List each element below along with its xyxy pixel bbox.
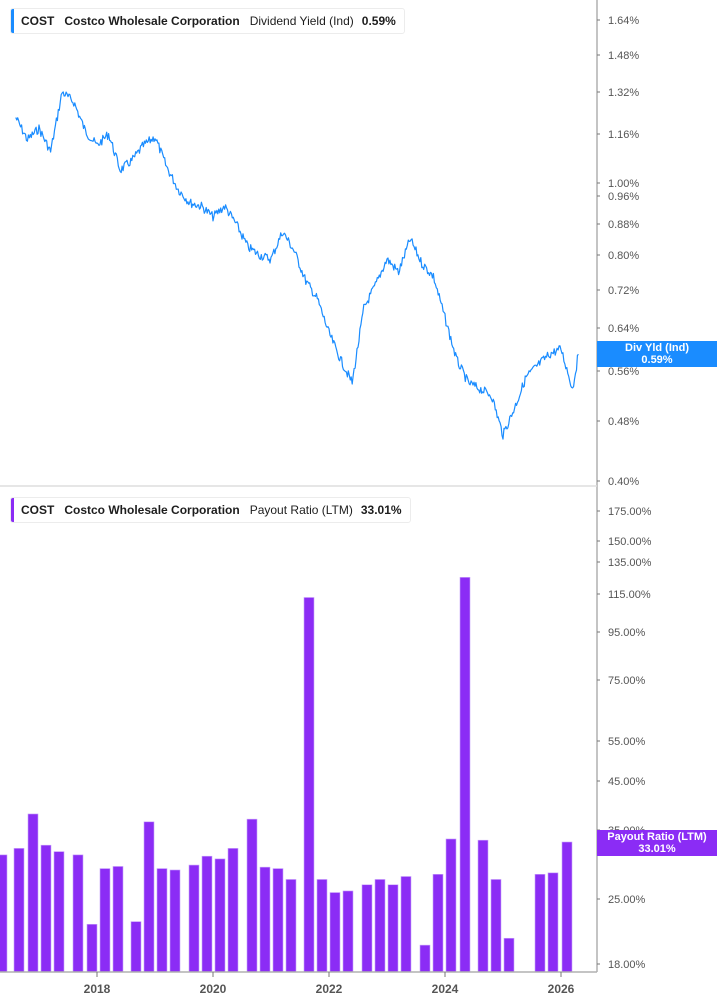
payout-bar[interactable] <box>477 839 489 973</box>
x-tick-label: 2022 <box>316 982 343 996</box>
legend-metric: Dividend Yield (Ind) <box>249 14 354 28</box>
payout-bar[interactable] <box>99 868 111 973</box>
payout-bar[interactable] <box>342 890 354 973</box>
y-tick-label: 0.96% <box>608 191 639 203</box>
payout-bar[interactable] <box>316 879 328 973</box>
payout-bar[interactable] <box>143 821 155 973</box>
legend-value: 33.01% <box>360 503 402 517</box>
legend-color-swatch <box>11 498 14 522</box>
dividend-yield-panel: 1.64% 1.48% 1.32% 1.16% 1.00% 0.96% 0.88% 0.80%… <box>0 0 717 487</box>
payout-bar[interactable] <box>40 844 52 973</box>
y-tick-label: 0.48% <box>608 416 639 428</box>
payout-bar[interactable] <box>490 879 502 973</box>
y-tick-label: 75.00% <box>608 675 646 687</box>
payout-bar[interactable] <box>214 858 226 973</box>
payout-bar[interactable] <box>53 851 65 973</box>
payout-bar[interactable] <box>534 874 546 973</box>
flag-label: Payout Ratio (LTM) <box>607 831 707 843</box>
y-tick-label: 0.72% <box>608 285 639 297</box>
payout-bar[interactable] <box>285 879 297 973</box>
y-tick-label: 25.00% <box>608 894 646 906</box>
y-tick-label: 0.80% <box>608 250 639 262</box>
dividend-yield-line <box>15 91 579 440</box>
payout-bar[interactable] <box>459 577 471 973</box>
y-tick-label: 1.48% <box>608 50 639 62</box>
payout-bar[interactable] <box>27 813 39 973</box>
y-tick-label: 0.88% <box>608 219 639 231</box>
payout-bar[interactable] <box>400 876 412 973</box>
payout-bar[interactable] <box>387 884 399 973</box>
payout-bar[interactable] <box>201 855 213 973</box>
payout-bar[interactable] <box>72 854 84 973</box>
x-tick-label: 2026 <box>548 982 575 996</box>
y-tick-label: 1.00% <box>608 178 639 190</box>
flag-value: 0.59% <box>641 354 673 366</box>
y-tick-label: 115.00% <box>608 589 651 601</box>
payout-bar[interactable] <box>547 872 559 973</box>
legend-color-swatch <box>11 9 14 33</box>
payout-ratio-panel: 175.00% 150.00% 135.00% 115.00% 95.00% 75.00%… <box>0 487 717 1005</box>
payout-bar[interactable] <box>86 923 98 973</box>
dividend-yield-value-flag: Div Yld (Ind) 0.59% <box>597 341 717 367</box>
y-tick-label: 1.16% <box>608 129 639 141</box>
payout-bar[interactable] <box>227 848 239 973</box>
payout-bar[interactable] <box>303 597 315 973</box>
x-tick-label: 2020 <box>200 982 227 996</box>
payout-bar[interactable] <box>329 892 341 973</box>
payout-bar[interactable] <box>419 944 431 973</box>
flag-label: Div Yld (Ind) <box>625 342 689 354</box>
legend-ticker: COST <box>21 14 55 28</box>
y-tick-label: 18.00% <box>608 959 646 971</box>
dividend-yield-chart: 1.64% 1.48% 1.32% 1.16% 1.00%0.96% 0.88% 0.80%… <box>0 0 639 487</box>
payout-bar[interactable] <box>361 884 373 973</box>
legend-company: Costco Wholesale Corporation <box>64 14 240 28</box>
y-tick-label: 150.00% <box>608 536 652 548</box>
payout-bar[interactable] <box>112 866 124 973</box>
payout-bar[interactable] <box>432 874 444 973</box>
legend-ticker: COST <box>21 503 55 517</box>
payout-bar[interactable] <box>0 854 8 973</box>
payout-bar[interactable] <box>445 838 457 973</box>
payout-bar[interactable] <box>188 864 200 973</box>
y-tick-label: 0.64% <box>608 323 639 335</box>
payout-ratio-value-flag: Payout Ratio (LTM) 33.01% <box>597 830 717 856</box>
payout-bar[interactable] <box>561 841 573 973</box>
payout-bar[interactable] <box>246 818 258 973</box>
y-tick-label: 45.00% <box>608 776 646 788</box>
x-tick-label: 2018 <box>84 982 111 996</box>
y-tick-label: 1.64% <box>608 15 639 27</box>
y-tick-label: 175.00% <box>608 506 652 518</box>
y-tick-label: 95.00% <box>608 627 646 639</box>
legend-metric: Payout Ratio (LTM) <box>249 503 353 517</box>
payout-bar[interactable] <box>259 866 271 973</box>
payout-bar[interactable] <box>503 937 515 973</box>
payout-bar[interactable] <box>13 848 25 973</box>
y-tick-label: 0.40% <box>608 476 639 487</box>
y-tick-label: 0.56% <box>608 366 639 378</box>
payout-ratio-chart: 175.00% 150.00% 135.00% 115.00% 95.00% 75.00%… <box>0 487 652 996</box>
flag-value: 33.01% <box>638 843 676 855</box>
payout-bar[interactable] <box>130 921 142 973</box>
y-tick-label: 1.32% <box>608 87 639 99</box>
legend-value: 0.59% <box>361 14 396 28</box>
payout-bar[interactable] <box>169 869 181 973</box>
legend-company: Costco Wholesale Corporation <box>64 503 240 517</box>
payout-bar[interactable] <box>272 868 284 973</box>
x-tick-label: 2024 <box>432 982 459 996</box>
dividend-yield-legend[interactable]: COST Costco Wholesale Corporation Divide… <box>10 8 405 34</box>
payout-bar[interactable] <box>156 868 168 973</box>
y-tick-label: 135.00% <box>608 557 652 569</box>
y-tick-label: 55.00% <box>608 736 646 748</box>
payout-bar[interactable] <box>374 879 386 973</box>
payout-ratio-legend[interactable]: COST Costco Wholesale Corporation Payout… <box>10 497 411 523</box>
